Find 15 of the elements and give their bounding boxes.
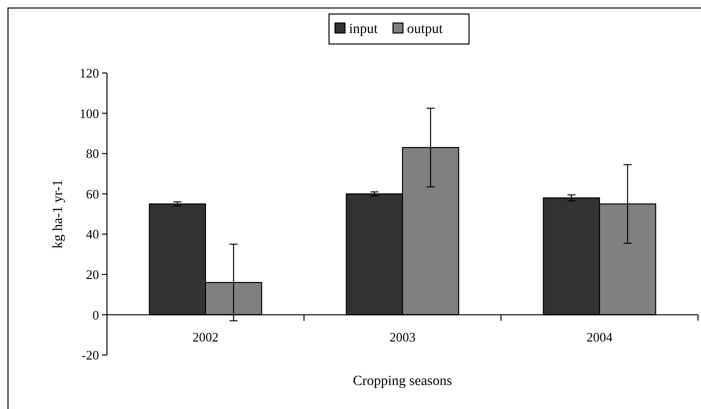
x-tick-label: 2002 [192, 330, 218, 345]
y-tick-label: 120 [80, 66, 99, 81]
legend-label: input [349, 22, 378, 37]
y-tick-label: -20 [82, 348, 99, 363]
y-tick-label: 40 [86, 226, 99, 242]
y-tick-label: 100 [80, 106, 99, 121]
y-tick-label: 60 [86, 186, 99, 202]
y-tick-label: 80 [86, 146, 99, 162]
x-tick-label: 2003 [390, 330, 416, 345]
legend-label: output [407, 22, 443, 37]
x-axis-title: Cropping seasons [352, 374, 452, 389]
y-tick-label: 20 [86, 266, 99, 282]
y-tick-label: 0 [92, 307, 99, 322]
x-tick-label: 2004 [586, 330, 613, 345]
y-axis-title: kg ha-1 yr-1 [51, 180, 66, 248]
